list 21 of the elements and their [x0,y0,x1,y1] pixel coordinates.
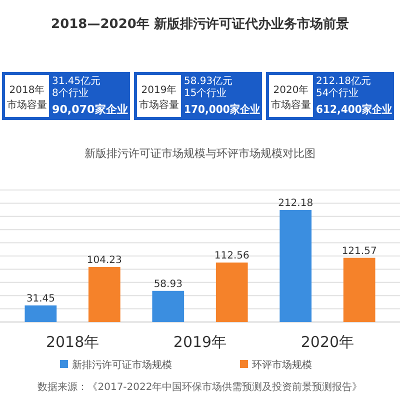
bar [152,290,184,322]
data-label: 121.57 [342,246,377,257]
x-tick-label: 2018年 [46,333,100,351]
chart-subtitle: 新版排污许可证市场规模与环评市场规模对比图 [84,147,316,160]
source-note: 数据来源：《2017-2022年中国环保市场供需预测及投资前景预测报告》 [38,381,362,393]
legend-label: 新排污许可证市场规模 [72,359,172,371]
data-label: 58.93 [154,278,182,290]
data-label: 104.23 [86,254,122,266]
chart-title: 2018—2020年 新版排污许可证代办业务市场前景 [51,16,349,32]
data-label: 112.56 [214,250,250,262]
data-label: 31.45 [26,293,55,304]
data-label: 212.18 [278,198,314,209]
bar [343,258,376,322]
bar [88,266,120,322]
bar [280,210,312,322]
bar [216,262,248,322]
info-card: 2018年 市场容量 31.45亿元 8个行业 90,070家企业 [2,72,130,120]
x-tick-label: 2019年 [173,333,227,351]
bar [24,305,57,322]
x-tick-label: 2020年 [300,333,354,351]
legend-label: 环评市场规模 [252,359,312,371]
